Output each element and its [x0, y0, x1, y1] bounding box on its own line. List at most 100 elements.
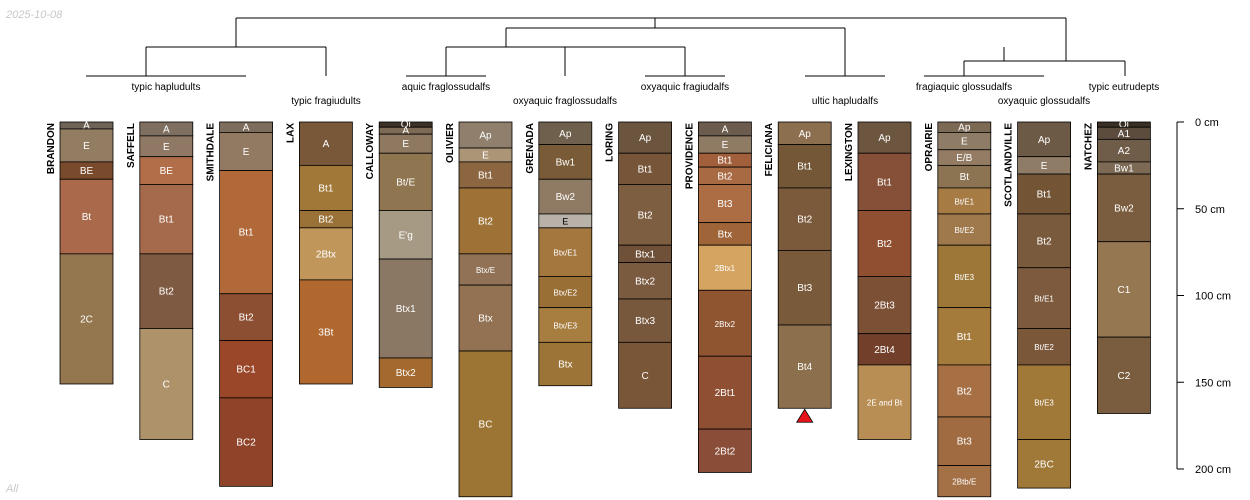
horizon-label: BC: [479, 419, 493, 430]
horizon-rect: [698, 355, 752, 430]
horizon-rect: [937, 187, 992, 215]
taxonomy-labels: typic hapludults typic fragiudults aquic…: [132, 82, 1160, 107]
horizon-label: Bt1: [239, 228, 254, 239]
horizon-label: Ap: [958, 123, 971, 134]
horizon-label: Bt1: [478, 170, 493, 181]
horizon-label: C2: [1118, 371, 1131, 382]
horizon-label: C1: [1118, 285, 1131, 296]
horizon-rect: [618, 341, 672, 409]
horizon-label: Bt3: [957, 437, 972, 448]
horizon-label: 2Btx: [316, 249, 336, 260]
horizon-rect: [458, 284, 513, 352]
profile-name: CALLOWAY: [365, 123, 376, 180]
horizon-label: Ap: [479, 131, 492, 142]
horizon-label: Bt2: [478, 216, 493, 227]
horizon-label: E: [961, 137, 968, 148]
horizon-label: A: [722, 124, 729, 135]
horizon-label: 2Bt3: [874, 301, 895, 312]
horizon-label: Btx/E: [476, 266, 495, 275]
horizon-rect: [857, 210, 912, 277]
horizon-rect: [538, 144, 593, 180]
horizon-label: Bt2: [239, 313, 254, 324]
profile-grenada: GRENADA Ap Bw1 Bw2 E Btx/E1 Btx/E2 Btx/E3 Btx: [525, 121, 593, 387]
horizon-label: Ap: [878, 133, 891, 144]
horizon-label: Btx: [478, 314, 492, 325]
horizon-label: Bt1: [318, 183, 333, 194]
horizon-rect: [458, 253, 513, 286]
profile-name: BRANDON: [46, 123, 57, 174]
horizon-label: Bt2: [318, 215, 333, 226]
horizon-label: C: [641, 371, 648, 382]
horizon-rect: [777, 187, 832, 251]
horizon-label: A1: [1118, 129, 1131, 140]
horizon-rect: [777, 324, 832, 409]
horizon-rect: [618, 121, 672, 154]
horizon-label: E: [482, 150, 489, 161]
horizon-rect: [298, 279, 353, 385]
horizon-label: Bt/E3: [955, 273, 975, 282]
taxon-label: oxyaquic fraglossudalfs: [513, 96, 617, 107]
profile-name: LAX: [285, 123, 296, 143]
horizon-label: Btx3: [635, 316, 655, 327]
profile-providence: PROVIDENCE AE Bt1 Bt2 Bt3 Btx 2Btx1 2Btx2 2Bt1 2B…: [684, 121, 752, 473]
profile-name: LEXINGTON: [844, 123, 855, 181]
horizon-rect: [1017, 439, 1071, 489]
depth-axis: 0 cm 50 cm 100 cm 150 cm 200 cm: [1176, 117, 1231, 476]
profile-name: SCOTLANDVILLE: [1004, 123, 1015, 207]
horizon-rect: [538, 276, 593, 309]
horizon-rect: [698, 244, 752, 291]
horizon-rect: [618, 298, 672, 343]
horizon-label: Btx2: [635, 276, 655, 287]
horizon-label: 2Btx2: [715, 320, 736, 329]
horizon-label: Oi: [401, 120, 411, 131]
horizon-label: A: [402, 126, 409, 137]
horizon-label: A: [323, 139, 330, 150]
horizon-rect: [1097, 173, 1151, 243]
profile-saffell: SAFFELL AE BE Bt1 Bt2 C: [126, 121, 194, 440]
horizon-rect: [219, 132, 274, 171]
profile-oprairie: OPRAIRIE Ap E E/B Bt Bt/E1 Bt/E2 Bt/E3 Bt1 Bt2 Bt3…: [924, 121, 992, 498]
horizon-label: 2C: [80, 314, 93, 325]
horizon-rect: [857, 276, 912, 335]
horizon-rect: [777, 144, 832, 189]
profile-olivier: OLIVIER Ap E Bt1 Bt2 Btx/E Btx BC: [445, 121, 513, 498]
axis-tick-label: 0 cm: [1195, 117, 1219, 129]
horizon-rect: [458, 161, 513, 189]
horizon-rect: [698, 184, 752, 224]
horizon-label: Btx/E3: [554, 321, 578, 330]
horizon-label: Bt/E2: [1034, 343, 1054, 352]
profile-name: OPRAIRIE: [924, 123, 935, 172]
horizon-rect: [937, 244, 992, 309]
horizon-label: Bt2: [797, 215, 812, 226]
horizon-label: Bt2: [957, 386, 972, 397]
horizon-rect: [937, 465, 992, 498]
axis-tick-label: 100 cm: [1195, 291, 1231, 303]
profile-loring: LORING Ap Bt1 Bt2 Btx1 Btx2 Btx3 C: [605, 121, 672, 409]
horizon-rect: [1017, 173, 1071, 215]
profile-name: OLIVIER: [445, 122, 456, 163]
horizon-rect: [698, 289, 752, 357]
horizon-label: Bt/E1: [955, 197, 975, 206]
profile-smithdale: SMITHDALE A E Bt1 Bt2 BC1 BC2: [206, 121, 274, 487]
profile-scotlandville: SCOTLANDVILLE Ap E Bt1 Bt2 Bt/E1 Bt/E2 Bt/E3 2BC: [1004, 121, 1071, 489]
dendrogram: [86, 17, 1126, 77]
horizon-rect: [857, 364, 912, 440]
taxon-label: ultic hapludalfs: [812, 96, 878, 107]
horizon-rect: [378, 210, 433, 260]
horizon-label: 2Bt4: [874, 345, 895, 356]
axis-tick-label: 200 cm: [1195, 464, 1231, 476]
profile-name: PROVIDENCE: [684, 123, 695, 189]
horizon-label: E'g: [399, 230, 413, 241]
horizon-label: A: [83, 120, 90, 131]
horizon-rect: [378, 258, 433, 359]
horizon-rect: [777, 249, 832, 326]
profile-feliciana: FELICIANA Ap Bt1 Bt2 Bt3 Bt4: [764, 121, 832, 423]
taxon-label: aquic fraglossudalfs: [402, 82, 490, 93]
horizon-rect: [937, 364, 992, 418]
corner-label: All: [5, 483, 19, 495]
horizon-label: Bt1: [877, 177, 892, 188]
horizon-label: Bt1: [797, 162, 812, 173]
horizon-label: Bt: [960, 172, 970, 183]
